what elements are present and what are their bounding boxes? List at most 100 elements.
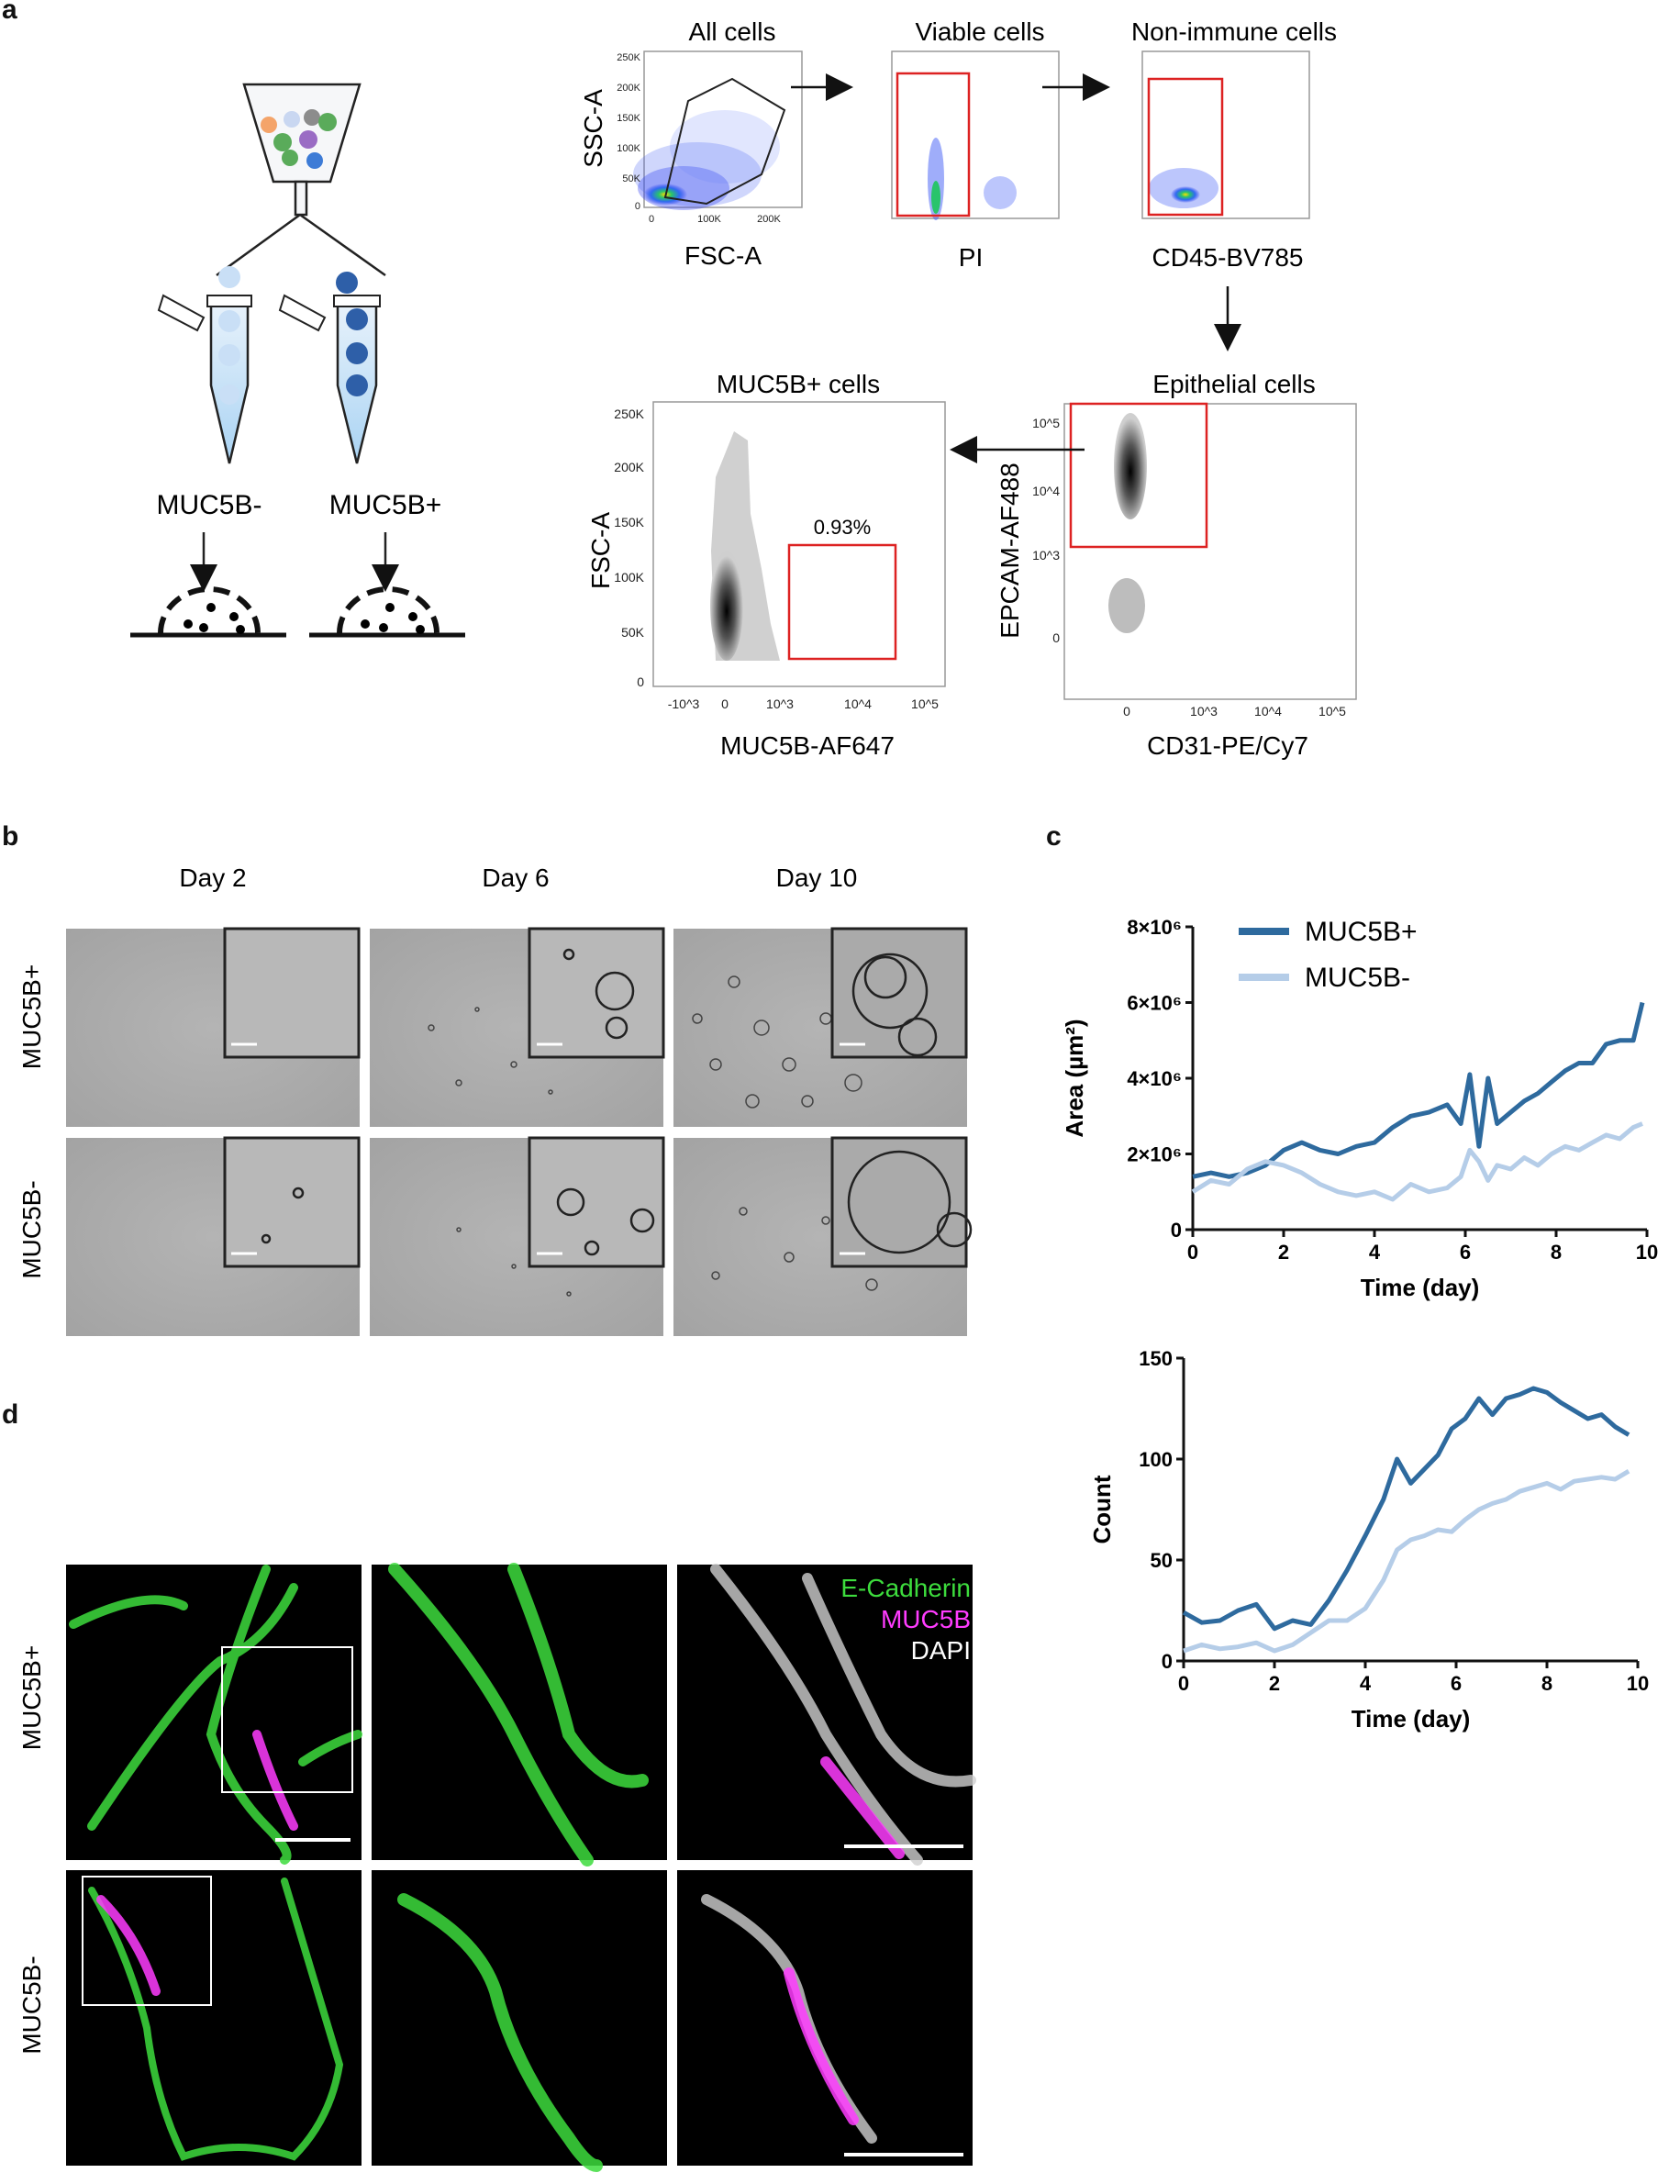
gate-title-all: All cells <box>689 17 776 46</box>
y-tick-label: 0 <box>1171 1219 1182 1242</box>
svg-text:0: 0 <box>635 201 640 212</box>
col-label-day2: Day 2 <box>179 864 246 892</box>
svg-text:250K: 250K <box>617 52 640 63</box>
panel-d: MUC5B+ MUC5B- E-Cadherin MUC5B DAPI <box>17 1563 976 2172</box>
svg-text:200K: 200K <box>757 214 781 225</box>
row-label-neg: MUC5B- <box>17 1180 46 1278</box>
gate5-ylabel: FSC-A <box>586 512 615 589</box>
gate5-xlabel: MUC5B-AF647 <box>720 731 895 760</box>
svg-text:200K: 200K <box>617 83 640 94</box>
tube-muc5b-neg-icon <box>157 266 252 464</box>
svg-text:0: 0 <box>721 696 729 711</box>
svg-text:10^3: 10^3 <box>1032 548 1060 563</box>
gate3-xlabel: CD45-BV785 <box>1152 243 1304 272</box>
svg-text:0: 0 <box>1123 704 1130 719</box>
svg-text:10^3: 10^3 <box>1190 704 1218 719</box>
gate5-yticks: 250K 200K 150K 100K 50K 0 <box>614 407 644 689</box>
legend-muc5b: MUC5B <box>881 1605 971 1633</box>
svg-text:10^5: 10^5 <box>1032 416 1060 430</box>
series-line-muc5b-neg <box>1183 1469 1630 1654</box>
dome-left-icon <box>130 586 286 638</box>
svg-text:0: 0 <box>637 674 644 689</box>
gate5-percent: 0.93% <box>814 516 871 539</box>
y-axis-label: Count <box>1088 1475 1116 1543</box>
gate-title-epithelial: Epithelial cells <box>1152 370 1315 398</box>
x-tick-label: 2 <box>1269 1672 1280 1695</box>
gate5-xticks: -10^3 0 10^3 10^4 10^5 <box>668 696 939 711</box>
x-axis-label: Time (day) <box>1352 1705 1471 1733</box>
svg-text:10^4: 10^4 <box>844 696 872 711</box>
y-tick-label: 0 <box>1162 1650 1173 1673</box>
gate-title-nonimmune: Non-immune cells <box>1131 17 1337 46</box>
gate4-xlabel: CD31-PE/Cy7 <box>1147 731 1308 760</box>
x-tick-label: 4 <box>1369 1241 1381 1264</box>
svg-text:-10^3: -10^3 <box>668 696 700 711</box>
series-line-muc5b-neg <box>1191 1121 1643 1202</box>
svg-text:200K: 200K <box>614 460 644 474</box>
legend-label: MUC5B+ <box>1305 917 1418 947</box>
x-tick-label: 10 <box>1627 1672 1649 1695</box>
dome-right-icon <box>309 586 465 638</box>
x-tick-label: 10 <box>1636 1241 1658 1264</box>
gate1-xticks: 0 100K 200K <box>649 214 782 225</box>
svg-text:150K: 150K <box>617 113 640 124</box>
y-tick-label: 6×10⁶ <box>1127 992 1182 1015</box>
series-line-muc5b-pos <box>1182 1386 1630 1632</box>
row-label-d-pos: MUC5B+ <box>17 1645 46 1750</box>
panel-label-b: b <box>2 821 19 852</box>
group-label-muc5b-pos: MUC5B+ <box>329 490 442 520</box>
gate1-ylabel: SSC-A <box>579 89 607 168</box>
series-line-muc5b-pos <box>1192 1001 1645 1179</box>
svg-text:100K: 100K <box>617 143 640 154</box>
svg-text:50K: 50K <box>621 625 645 640</box>
legend-ecadherin: E-Cadherin <box>840 1574 971 1602</box>
svg-text:0: 0 <box>1052 630 1060 645</box>
x-tick-label: 0 <box>1178 1672 1189 1695</box>
gate1-xlabel: FSC-A <box>684 241 762 270</box>
funnel-icon <box>242 83 362 217</box>
panel-label-c: c <box>1046 821 1062 852</box>
col-label-day6: Day 6 <box>482 864 549 892</box>
x-tick-label: 6 <box>1460 1241 1471 1264</box>
gate1-density <box>633 110 780 210</box>
svg-text:150K: 150K <box>614 515 644 529</box>
svg-text:100K: 100K <box>697 214 721 225</box>
panel-label-d: d <box>2 1399 19 1430</box>
y-tick-label: 100 <box>1139 1448 1173 1471</box>
x-tick-label: 2 <box>1278 1241 1289 1264</box>
gate4-xticks: 0 10^3 10^4 10^5 <box>1123 704 1346 719</box>
svg-text:10^5: 10^5 <box>1318 704 1346 719</box>
row-label-pos: MUC5B+ <box>17 964 46 1069</box>
x-tick-label: 6 <box>1451 1672 1462 1695</box>
y-axis-label: Area (µm²) <box>1061 1019 1088 1137</box>
y-tick-label: 4×10⁶ <box>1127 1067 1182 1090</box>
gate4-yticks: 10^5 10^4 10^3 0 <box>1032 416 1060 645</box>
y-tick-label: 2×10⁶ <box>1127 1143 1182 1166</box>
svg-text:100K: 100K <box>614 570 644 585</box>
x-tick-label: 4 <box>1360 1672 1372 1695</box>
y-tick-label: 150 <box>1139 1347 1173 1370</box>
tube-muc5b-pos-icon <box>278 272 381 464</box>
gate-title-viable: Viable cells <box>915 17 1044 46</box>
gate4-ylabel: EPCAM-AF488 <box>996 462 1024 638</box>
panel-a: MUC5B- MUC5B+ All cells 250K 200K 150K 1… <box>130 17 1357 760</box>
legend-label: MUC5B- <box>1305 963 1410 993</box>
svg-text:10^3: 10^3 <box>766 696 794 711</box>
svg-text:10^5: 10^5 <box>911 696 939 711</box>
gate2-xlabel: PI <box>959 243 983 272</box>
x-axis-label: Time (day) <box>1361 1274 1480 1301</box>
col-label-day10: Day 10 <box>776 864 858 892</box>
y-tick-label: 8×10⁶ <box>1127 916 1182 939</box>
x-tick-label: 8 <box>1541 1672 1552 1695</box>
row-label-d-neg: MUC5B- <box>17 1956 46 2054</box>
svg-text:50K: 50K <box>622 173 640 184</box>
legend-dapi: DAPI <box>911 1636 971 1665</box>
x-tick-label: 0 <box>1187 1241 1198 1264</box>
panel-b: Day 2 Day 6 Day 10 MUC5B+ MUC5B- <box>17 864 973 1336</box>
gate-title-muc5b: MUC5B+ cells <box>717 370 880 398</box>
gate1-yticks: 250K 200K 150K 100K 50K 0 <box>617 52 640 212</box>
chart-area-growth: 0 2 4 6 8 10 0 2×10⁶ 4×10⁶ 6×10⁶ 8×10⁶ Time (day) Ar… <box>1061 916 1658 1301</box>
panel-label-a: a <box>2 0 17 25</box>
svg-text:0: 0 <box>649 214 654 225</box>
